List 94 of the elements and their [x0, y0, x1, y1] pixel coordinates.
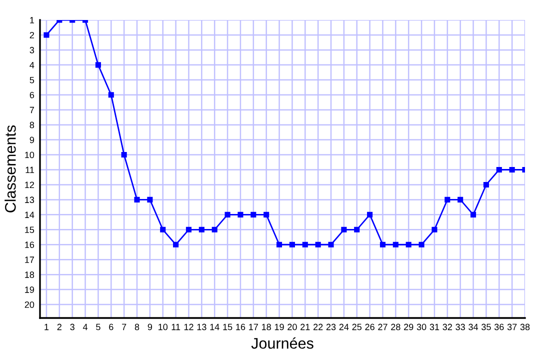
x-tick-label: 37 — [507, 324, 517, 330]
x-tick-label: 23 — [326, 324, 336, 330]
point — [315, 242, 321, 248]
point — [198, 226, 204, 232]
point — [367, 212, 373, 218]
x-tick-label: 26 — [365, 324, 374, 330]
y-axis-title: Classements — [4, 125, 16, 212]
y-tick-label: 1 — [30, 17, 34, 24]
x-tick-label: 31 — [430, 324, 440, 330]
point — [302, 242, 308, 248]
point — [95, 62, 101, 68]
x-tick-label: 10 — [158, 324, 168, 330]
point — [406, 242, 412, 248]
point — [44, 32, 50, 38]
point — [328, 242, 334, 248]
x-tick-label: 17 — [249, 324, 258, 330]
x-tick-label: 38 — [520, 324, 530, 330]
point — [276, 242, 282, 248]
y-tick-label: 3 — [30, 46, 34, 54]
y-tick-label: 5 — [30, 76, 34, 84]
x-tick-label: 2 — [57, 324, 62, 330]
y-tick-label: 19 — [25, 286, 34, 293]
point — [160, 226, 166, 232]
point — [392, 242, 398, 248]
point — [250, 212, 256, 218]
y-tick-label: 20 — [24, 301, 34, 308]
point — [212, 226, 218, 232]
x-tick-label: 1 — [44, 324, 49, 330]
point — [173, 242, 179, 248]
y-tick-label: 16 — [25, 242, 34, 248]
point — [238, 212, 244, 218]
point — [483, 182, 489, 188]
x-tick-label: 29 — [404, 324, 414, 330]
y-tick-label: 13 — [25, 196, 34, 204]
y-tick-label: 10 — [25, 152, 34, 158]
x-tick-label: 33 — [456, 324, 465, 330]
x-tick-label: 12 — [184, 324, 194, 330]
point — [134, 196, 140, 202]
x-tick-label: 24 — [339, 324, 349, 330]
point — [341, 226, 347, 232]
point — [108, 92, 114, 98]
y-tick-label: 9 — [30, 136, 34, 144]
y-tick-label: 12 — [25, 182, 34, 188]
point — [289, 242, 295, 248]
x-tick-label: 35 — [482, 324, 491, 330]
x-tick-label: 5 — [96, 324, 100, 330]
x-tick-label: 21 — [300, 324, 310, 330]
y-tick-label: 11 — [26, 166, 34, 174]
x-tick-label: 8 — [134, 324, 140, 330]
x-tick-label: 14 — [210, 324, 220, 330]
y-tick-label: 2 — [30, 32, 34, 38]
y-tick-label: 14 — [25, 212, 34, 218]
point — [444, 196, 450, 202]
x-tick-label: 20 — [288, 324, 297, 330]
y-tick-label: 8 — [30, 122, 34, 128]
y-tick-label: 4 — [30, 62, 34, 68]
x-tick-label: 25 — [352, 324, 362, 330]
y-tick-label: 17 — [25, 256, 34, 263]
point — [458, 196, 464, 202]
x-tick-label: 22 — [314, 324, 323, 330]
point — [354, 226, 360, 232]
point — [432, 226, 438, 232]
x-tick-label: 13 — [197, 324, 206, 330]
point — [147, 196, 153, 202]
x-tick-label: 19 — [274, 324, 284, 330]
point — [470, 212, 476, 218]
x-tick-label: 15 — [223, 324, 232, 330]
x-tick-label: 27 — [378, 324, 388, 330]
x-tick-label: 28 — [391, 324, 400, 330]
x-axis-title: Journées — [251, 337, 314, 349]
x-tick-label: 7 — [122, 324, 126, 330]
x-tick-label: 9 — [148, 324, 152, 330]
point — [264, 212, 270, 218]
point — [418, 242, 424, 248]
x-tick-label: 30 — [416, 324, 426, 330]
x-tick-label: 18 — [262, 324, 271, 330]
x-tick-label: 32 — [442, 324, 452, 330]
y-tick-label: 18 — [25, 272, 34, 278]
point — [380, 242, 386, 248]
point — [121, 152, 127, 158]
y-tick-label: 6 — [30, 92, 34, 98]
x-tick-label: 6 — [109, 324, 114, 330]
x-tick-label: 11 — [172, 324, 180, 330]
point — [186, 226, 192, 232]
x-tick-label: 36 — [494, 324, 504, 330]
x-tick-label: 16 — [236, 324, 246, 330]
point — [509, 166, 515, 173]
y-tick-label: 15 — [25, 226, 34, 234]
x-tick-label: 34 — [468, 324, 478, 330]
x-tick-label: 3 — [70, 324, 74, 330]
y-tick-label: 7 — [30, 106, 34, 114]
point — [496, 166, 502, 173]
x-tick-label: 4 — [82, 324, 88, 330]
point — [224, 212, 230, 218]
